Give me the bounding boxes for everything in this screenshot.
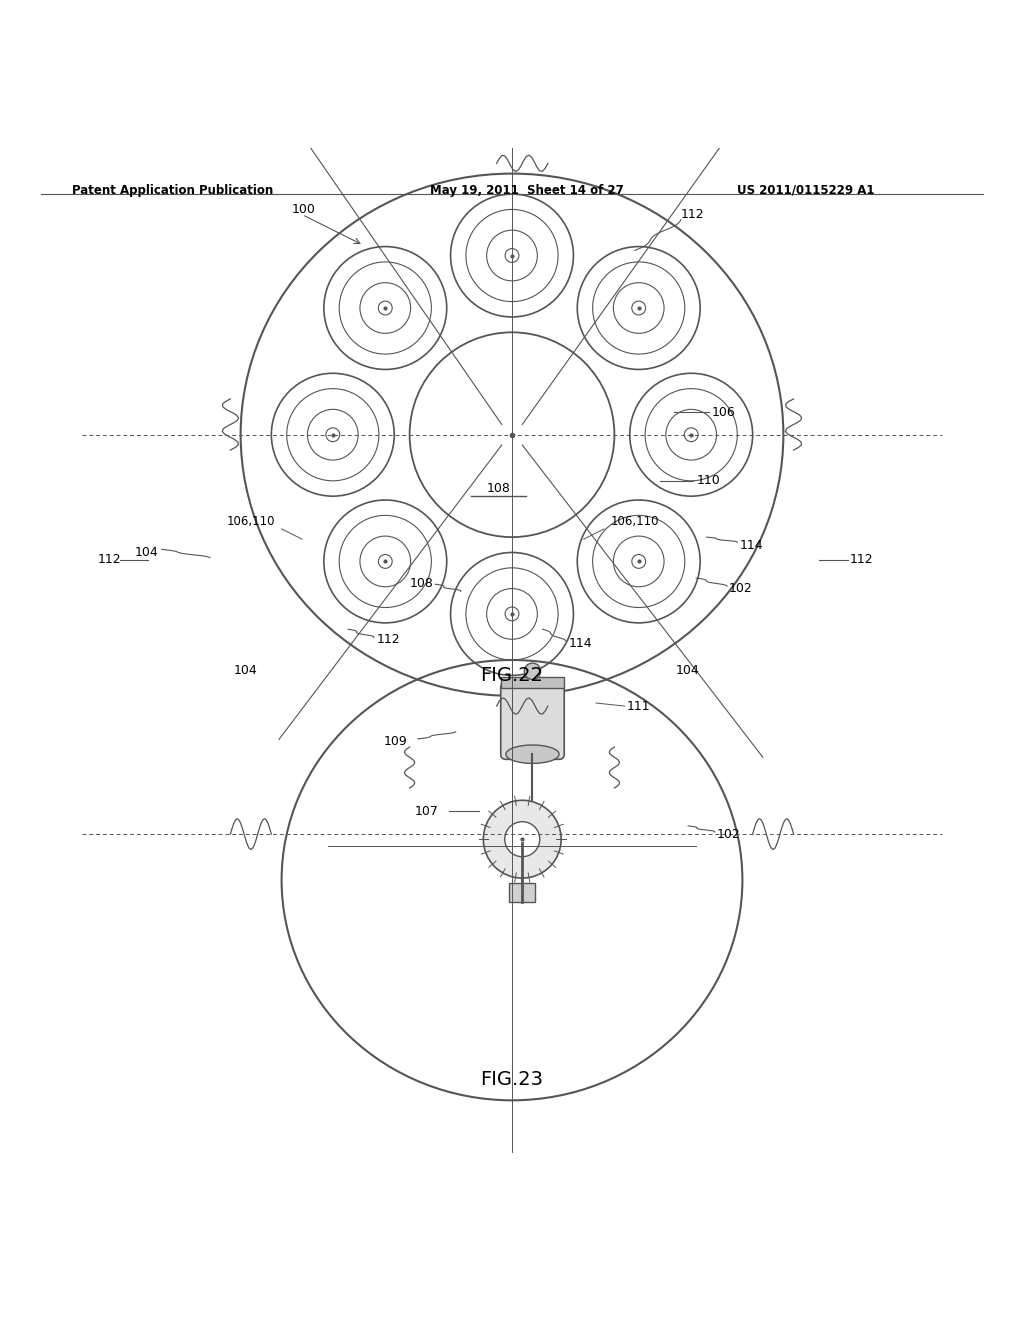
Text: 104: 104 xyxy=(676,664,699,677)
Text: 108: 108 xyxy=(486,483,511,495)
Text: Patent Application Publication: Patent Application Publication xyxy=(72,183,273,197)
Text: 114: 114 xyxy=(568,638,592,651)
Text: 106: 106 xyxy=(712,405,735,418)
Text: 100: 100 xyxy=(292,203,315,216)
Text: 114: 114 xyxy=(739,539,763,552)
Text: 109: 109 xyxy=(384,735,408,748)
Circle shape xyxy=(271,374,394,496)
Circle shape xyxy=(483,800,561,878)
Circle shape xyxy=(578,247,700,370)
Circle shape xyxy=(324,500,446,623)
Text: 112: 112 xyxy=(681,209,705,220)
Text: US 2011/0115229 A1: US 2011/0115229 A1 xyxy=(737,183,874,197)
Circle shape xyxy=(578,500,700,623)
Circle shape xyxy=(451,194,573,317)
Circle shape xyxy=(505,821,540,857)
Text: 108: 108 xyxy=(410,577,433,590)
Text: 112: 112 xyxy=(850,553,873,566)
Text: 104: 104 xyxy=(233,664,257,677)
Circle shape xyxy=(451,553,573,676)
Text: 112: 112 xyxy=(97,553,121,566)
Text: 111: 111 xyxy=(627,700,650,713)
Text: May 19, 2011  Sheet 14 of 27: May 19, 2011 Sheet 14 of 27 xyxy=(430,183,624,197)
Text: 104: 104 xyxy=(135,546,159,558)
Text: 112: 112 xyxy=(377,634,400,645)
Bar xyxy=(501,677,564,688)
Text: 106,110: 106,110 xyxy=(610,515,659,528)
Text: 107: 107 xyxy=(415,805,438,818)
FancyBboxPatch shape xyxy=(501,682,564,759)
Text: 106,110: 106,110 xyxy=(226,515,275,528)
Text: 110: 110 xyxy=(696,474,720,487)
Text: 102: 102 xyxy=(729,582,753,595)
Circle shape xyxy=(324,247,446,370)
Circle shape xyxy=(630,374,753,496)
Ellipse shape xyxy=(506,744,559,763)
Text: FIG.22: FIG.22 xyxy=(480,665,544,685)
Bar xyxy=(510,883,535,902)
Text: FIG.23: FIG.23 xyxy=(480,1071,544,1089)
Text: 102: 102 xyxy=(717,828,740,841)
Circle shape xyxy=(524,663,541,680)
